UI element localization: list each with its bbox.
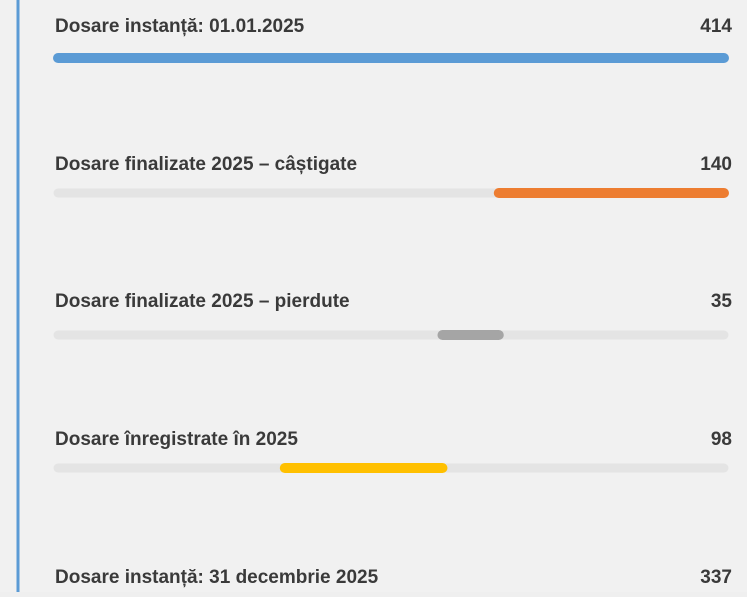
value-label: 98 <box>711 429 732 450</box>
value-label: 337 <box>700 567 732 588</box>
row-label: Dosare instanță: 01.01.2025 <box>55 16 305 37</box>
value-label: 35 <box>711 291 733 312</box>
value-label: 140 <box>700 154 732 175</box>
row-label: Dosare instanță: 31 decembrie 2025 <box>55 567 379 588</box>
value-label: 414 <box>700 16 732 37</box>
row-label: Dosare finalizate 2025 – câștigate <box>55 154 357 175</box>
row-label: Dosare înregistrate în 2025 <box>55 429 298 450</box>
row-label: Dosare finalizate 2025 – pierdute <box>55 291 350 312</box>
